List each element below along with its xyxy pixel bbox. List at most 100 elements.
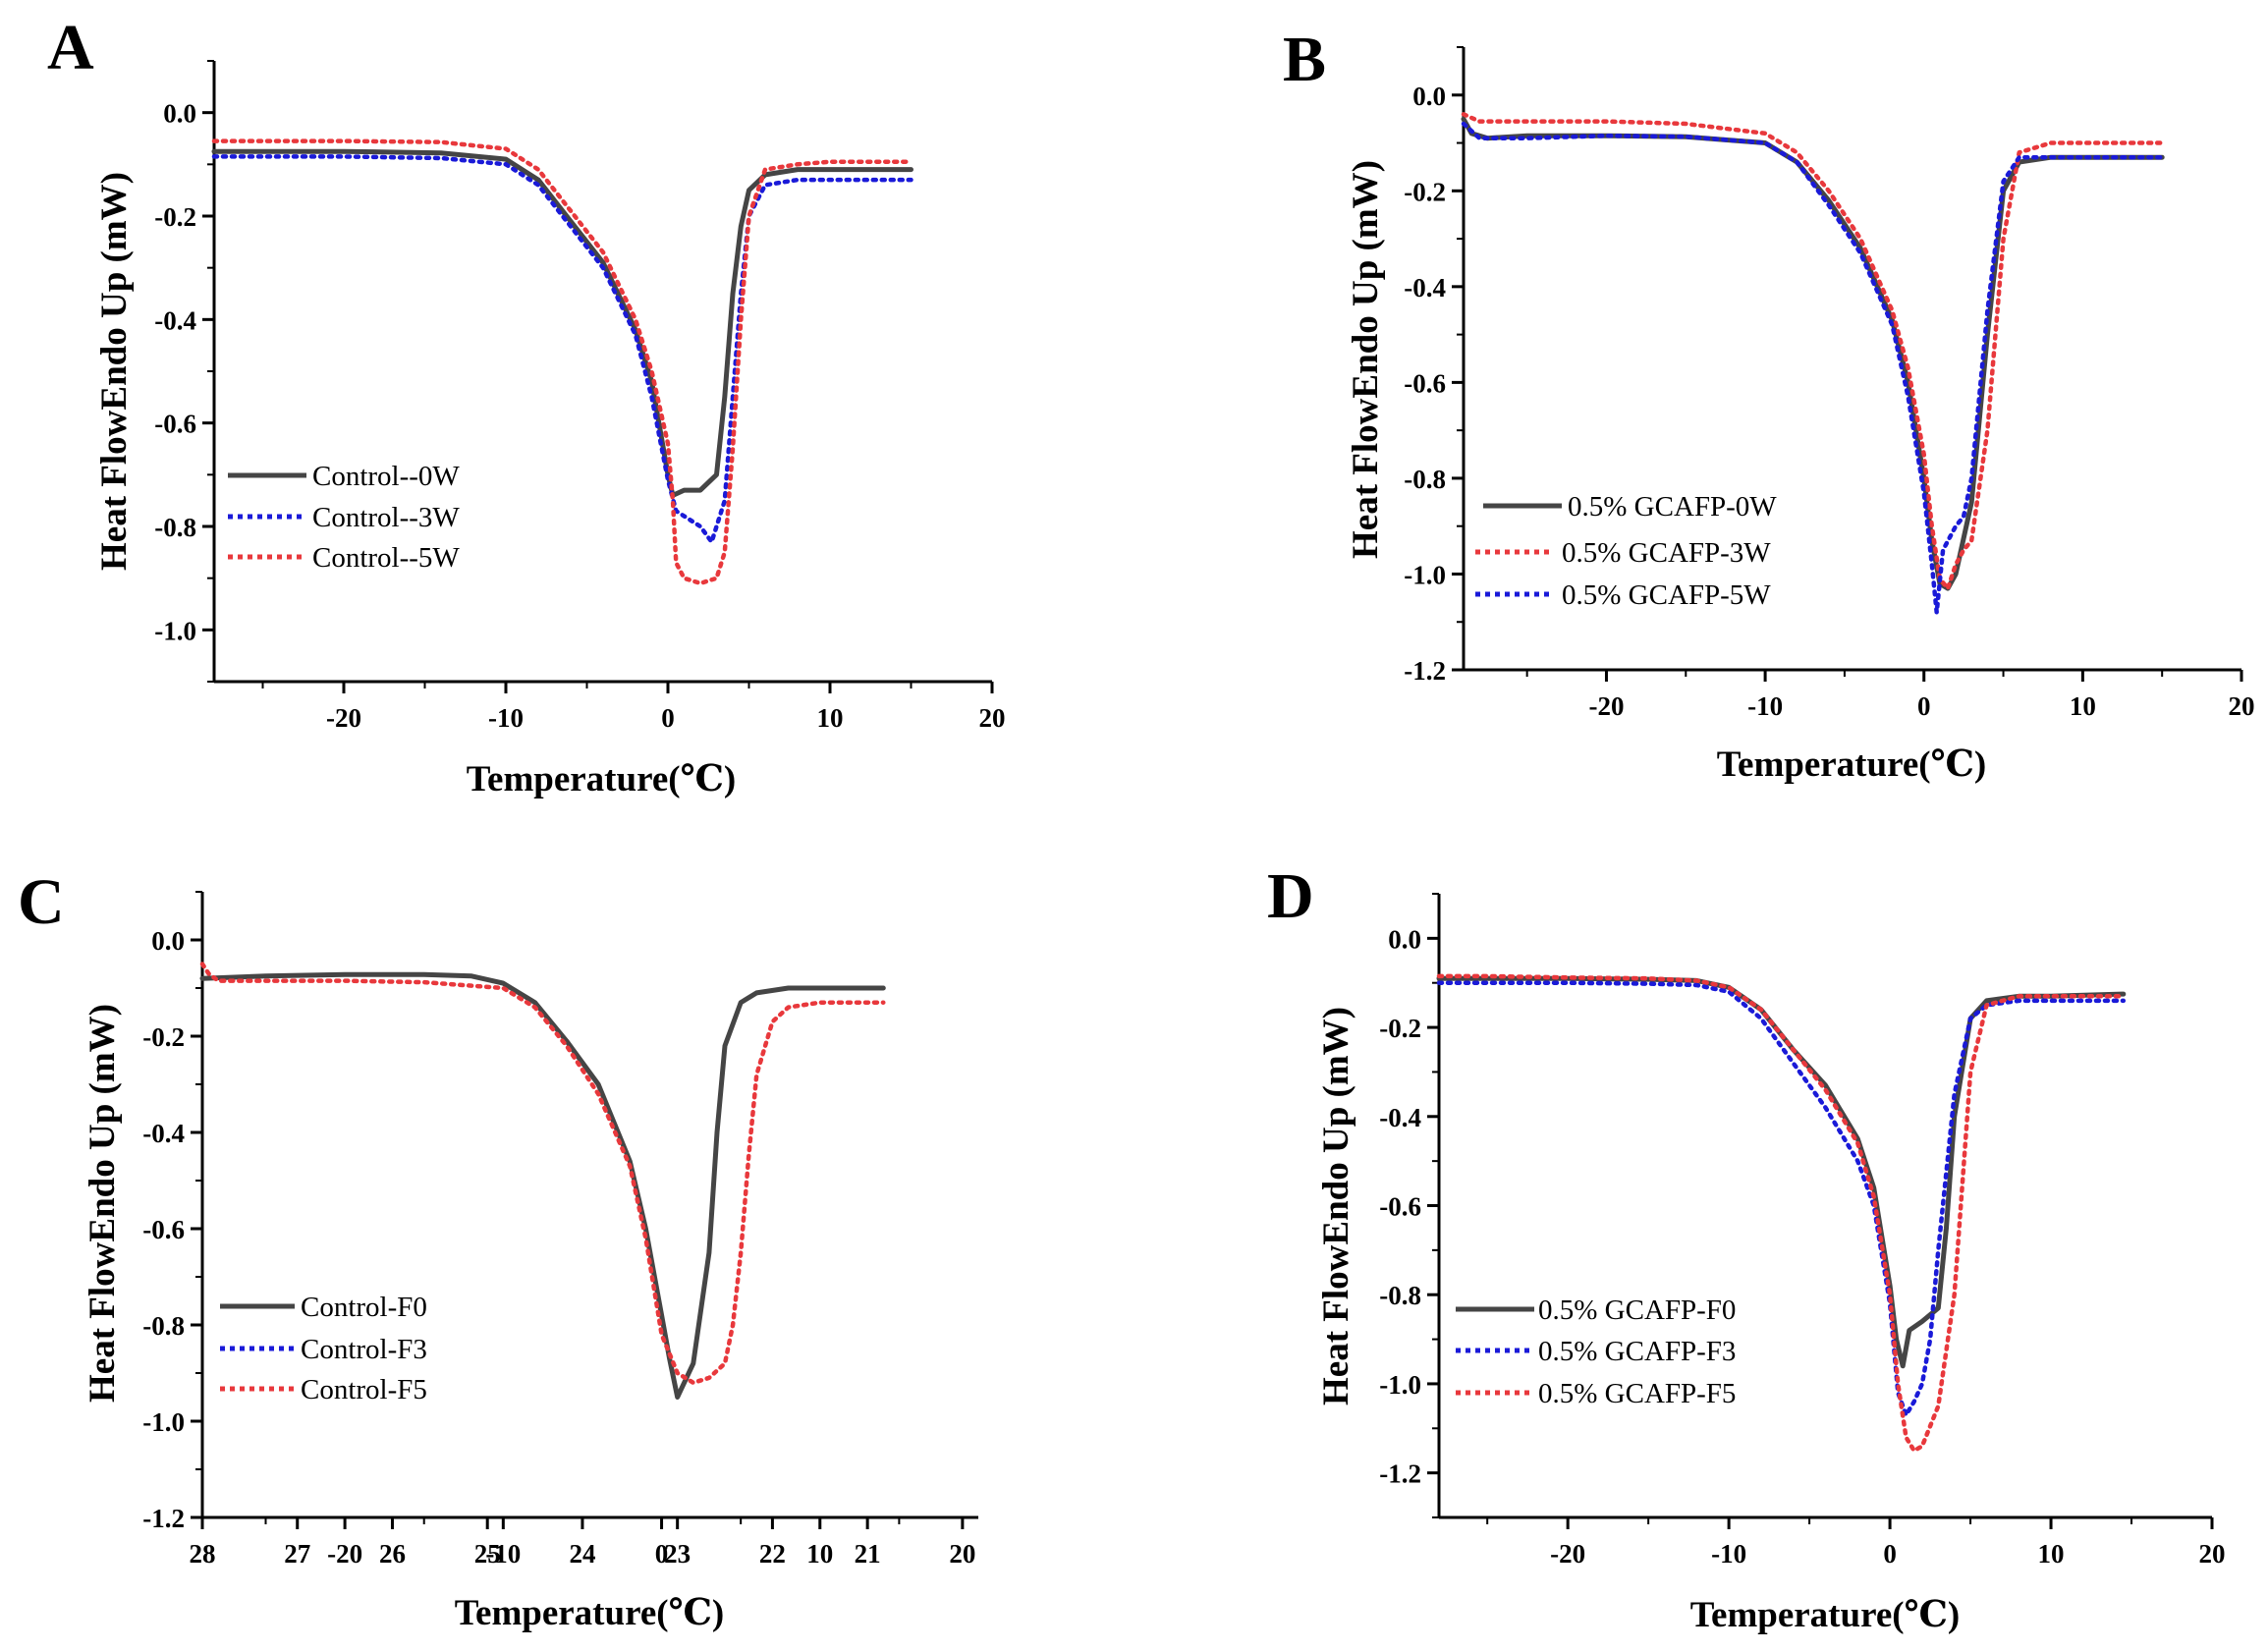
series-line-0-5-gcafp-5w xyxy=(1461,121,2165,615)
panel-b-y-tick-label: -1.0 xyxy=(1404,560,1446,589)
panel-c-x-tick-label-overlay: 0 xyxy=(655,1539,669,1569)
panel-c-x-tick-label: 21 xyxy=(855,1539,881,1569)
panel-a-x-tick-label: -20 xyxy=(326,703,361,733)
panel-d: D 0.0 -0.2 -0.4 -0.6 -0.8 -1.0 -1.2 -20 -10 0 10 20… xyxy=(1267,860,2226,1635)
panel-d-x-tick-label: -20 xyxy=(1550,1539,1585,1569)
panel-a-x-tick-label: -10 xyxy=(488,703,524,733)
panel-d-axes xyxy=(1437,894,2212,1519)
panel-c-x-tick-label: 26 xyxy=(379,1539,406,1569)
panel-c-legend: Control-F0 Control-F3 Control-F5 xyxy=(220,1292,427,1405)
panel-a-axes xyxy=(212,61,992,684)
legend-label-control-3w: Control--3W xyxy=(312,502,460,533)
panel-c-y-tick-label: -0.8 xyxy=(142,1311,185,1341)
panel-b-axes xyxy=(1462,47,2241,672)
series-line-control-f5 xyxy=(199,962,886,1386)
panel-b-series xyxy=(1461,112,2165,615)
panel-a-x-axis-title: Temperature(℃) xyxy=(467,759,737,799)
panel-a-y-tick-label: -0.8 xyxy=(154,513,196,542)
panel-a-y-tick-label: 0.0 xyxy=(163,99,196,129)
panel-c-y-tick-label: -0.6 xyxy=(142,1215,185,1244)
panel-a-x-tick-label: 0 xyxy=(661,703,675,733)
panel-a-y-tick-label: -1.0 xyxy=(154,616,196,645)
panel-d-y-tick-label: -0.8 xyxy=(1379,1281,1421,1310)
panel-c-x-axis-title: Temperature(℃) xyxy=(455,1593,725,1633)
legend-label-control-0w: Control--0W xyxy=(312,461,460,492)
panel-c-y-tick-label: -1.2 xyxy=(142,1504,185,1533)
panel-c-ticks: 0.0 -0.2 -0.4 -0.6 -0.8 -1.0 -1.228 27 26 25 24 23 2… xyxy=(142,891,975,1569)
panel-b: B 0.0 -0.2 -0.4 -0.6 -0.8 -1.0 -1.2 -20 -10 0 10 20… xyxy=(1283,24,2255,785)
panel-d-y-tick-label: -0.6 xyxy=(1379,1192,1421,1222)
legend-label-gcafp-5w: 0.5% GCAFP-5W xyxy=(1562,579,1771,611)
panel-a-y-axis-title: Heat FlowEndo Up (mW) xyxy=(94,172,135,571)
panel-b-y-tick-label: -0.8 xyxy=(1404,465,1446,494)
panel-b-x-tick-label: 0 xyxy=(1917,691,1931,721)
panel-c-y-tick-label: -1.0 xyxy=(142,1407,185,1437)
panel-b-x-tick-label: -20 xyxy=(1588,691,1624,721)
panel-b-ticks: 0.0 -0.2 -0.4 -0.6 -0.8 -1.0 -1.2 -20 -10 0 10 20 xyxy=(1404,46,2255,721)
legend-label-control-f5: Control-F5 xyxy=(301,1374,427,1405)
panel-c-y-tick-label: -0.2 xyxy=(142,1022,185,1052)
panel-d-x-tick-label: 20 xyxy=(2199,1539,2226,1569)
panel-d-y-tick-label: -0.4 xyxy=(1379,1103,1421,1132)
panel-a-legend: Control--0W Control--3W Control--5W xyxy=(228,461,460,574)
panel-a-ticks: 0.0 -0.2 -0.4 -0.6 -0.8 -1.0 -20 -10 0 10 20 xyxy=(154,60,1006,733)
panel-c-x-tick-label: 20 xyxy=(949,1539,975,1569)
panel-c-x-tick-label: 28 xyxy=(190,1539,216,1569)
panel-b-y-tick-label: -0.2 xyxy=(1404,177,1446,206)
panel-d-series xyxy=(1436,973,2127,1454)
panel-a-y-tick-label: -0.6 xyxy=(154,410,196,439)
panel-a-x-tick-label: 10 xyxy=(817,703,844,733)
panel-b-x-axis-title: Temperature(℃) xyxy=(1717,744,1987,785)
panel-b-x-tick-label: -10 xyxy=(1747,691,1783,721)
legend-label-gcafp-3w: 0.5% GCAFP-3W xyxy=(1562,537,1771,569)
panel-d-ticks: 0.0 -0.2 -0.4 -0.6 -0.8 -1.0 -1.2 -20 -10 0 10 20 xyxy=(1379,893,2226,1569)
panel-c: C 0.0 -0.2 -0.4 -0.6 -0.8 -1.0 -1.228 27 26 25 24 2… xyxy=(18,866,978,1633)
panel-b-legend: 0.5% GCAFP-0W 0.5% GCAFP-3W 0.5% GCAFP-5… xyxy=(1475,491,1777,611)
panel-d-y-axis-title: Heat FlowEndo Up (mW) xyxy=(1316,1007,1356,1405)
series-line-0-5-gcafp-f5 xyxy=(1436,973,2127,1454)
legend-label-control-f0: Control-F0 xyxy=(301,1292,427,1323)
panel-b-letter: B xyxy=(1283,24,1326,95)
panel-c-axes xyxy=(200,892,978,1519)
legend-label-control-5w: Control--5W xyxy=(312,542,460,574)
panel-c-x-tick-label: 27 xyxy=(284,1539,310,1569)
legend-label-gcafp-f5: 0.5% GCAFP-F5 xyxy=(1538,1378,1736,1409)
panel-c-x-tick-label-overlay: -20 xyxy=(327,1539,362,1569)
panel-a-letter: A xyxy=(47,12,94,83)
panel-d-y-tick-label: -1.2 xyxy=(1379,1459,1421,1489)
panel-d-x-tick-label: -10 xyxy=(1711,1539,1746,1569)
series-line-control-f0 xyxy=(199,971,886,1400)
panel-b-y-tick-label: -1.2 xyxy=(1404,656,1446,686)
panel-c-y-axis-title: Heat FlowEndo Up (mW) xyxy=(83,1004,123,1403)
panel-c-x-tick-label: 24 xyxy=(569,1539,595,1569)
panel-b-x-tick-label: 20 xyxy=(2229,691,2255,721)
legend-label-gcafp-f0: 0.5% GCAFP-F0 xyxy=(1538,1294,1736,1326)
panel-c-y-tick-label: 0.0 xyxy=(151,926,185,956)
panel-a-x-tick-label: 20 xyxy=(979,703,1006,733)
panel-a: A 0.0 -0.2 -0.4 -0.6 -0.8 -1.0 -20 -10 0 10 20 Tem… xyxy=(47,12,1006,799)
series-line-0-5-gcafp-3w xyxy=(1461,112,2165,591)
panel-d-y-tick-label: -1.0 xyxy=(1379,1370,1421,1400)
panel-d-x-axis-title: Temperature(℃) xyxy=(1690,1595,1961,1635)
panel-d-y-tick-label: -0.2 xyxy=(1379,1014,1421,1043)
panel-d-x-tick-label: 10 xyxy=(2038,1539,2065,1569)
panel-b-y-tick-label: 0.0 xyxy=(1412,82,1446,111)
panel-c-series xyxy=(199,962,886,1400)
panel-b-y-axis-title: Heat FlowEndo Up (mW) xyxy=(1346,160,1386,559)
panel-d-y-tick-label: 0.0 xyxy=(1388,924,1421,954)
series-line-0-5-gcafp-f3 xyxy=(1436,980,2127,1417)
panel-c-x-tick-label: 23 xyxy=(664,1539,691,1569)
panel-c-x-tick-label-overlay: 10 xyxy=(806,1539,833,1569)
panel-c-x-tick-label: 22 xyxy=(759,1539,786,1569)
panel-d-legend: 0.5% GCAFP-F0 0.5% GCAFP-F3 0.5% GCAFP-F… xyxy=(1456,1294,1736,1409)
panel-b-x-tick-label: 10 xyxy=(2070,691,2096,721)
panel-d-letter: D xyxy=(1267,860,1314,932)
panel-b-y-tick-label: -0.6 xyxy=(1404,368,1446,398)
panel-a-y-tick-label: -0.2 xyxy=(154,202,196,232)
panel-c-letter: C xyxy=(18,866,65,938)
series-line-control-0w xyxy=(211,148,913,498)
panel-c-y-tick-label: -0.4 xyxy=(142,1119,185,1148)
series-line-control-3w xyxy=(211,154,913,545)
legend-label-gcafp-f3: 0.5% GCAFP-F3 xyxy=(1538,1336,1736,1367)
